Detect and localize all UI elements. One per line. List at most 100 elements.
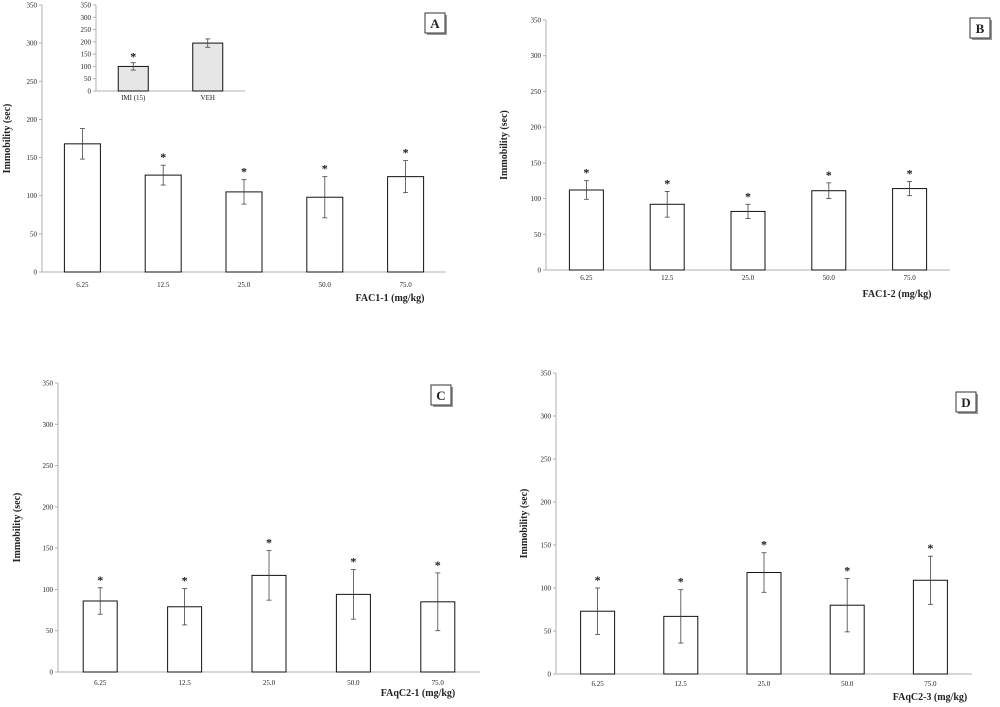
x-axis-label: FAC1-1 (mg/kg) [356, 293, 425, 304]
panel-c-significance-mark: * [97, 573, 103, 587]
panel-label: A [430, 16, 440, 31]
panel-c-ytick-label: 350 [43, 380, 54, 388]
panel-a-category-label: 6.25 [76, 281, 89, 289]
panel-d-ytick-label: 50 [544, 628, 552, 636]
y-axis-label: Immobility (sec) [519, 489, 530, 559]
panel-b-ytick-label: 150 [531, 159, 542, 167]
panel-b-bar [568, 189, 604, 271]
y-axis-label: Immobility (sec) [499, 110, 510, 180]
panel-a-bar [225, 191, 263, 273]
chart-panel-a: 0 50 100 150 200 250 300 350 6.25 * 12.5 * 25.0 * 50.0… [2, 2, 447, 304]
x-axis-label: FAC1-2 (mg/kg) [863, 289, 932, 300]
inset-ytick-label: 0 [88, 88, 92, 96]
y-axis-label: Immobility (sec) [12, 493, 23, 563]
panel-b-ytick-label: 0 [538, 267, 542, 275]
panel-d-ytick-label: 300 [541, 413, 552, 421]
panel-d-significance-mark: * [844, 564, 850, 578]
chart-panel-d: 0 50 100 150 200 250 300 350 * 6.25 * 12.5 * 25.0 * 50.… [519, 370, 978, 703]
panel-c-category-label: 6.25 [94, 679, 107, 687]
panel-b-bar [730, 210, 766, 271]
panel-b-ytick-label: 100 [531, 195, 542, 203]
panel-c-significance-mark: * [435, 558, 441, 572]
panel-b-category-label: 75.0 [903, 274, 916, 282]
inset-category-label: IMI (15) [121, 94, 146, 102]
inset-chart: 0 50 100 150 200 250 300 350 * IMI (15) VEH [81, 2, 245, 102]
panel-a-significance-mark: * [322, 162, 328, 176]
panel-b-significance-mark: * [664, 176, 670, 190]
panel-c-ytick-label: 300 [43, 421, 54, 429]
panel-b-category-label: 6.25 [580, 274, 593, 282]
panel-b-ytick-label: 250 [531, 88, 542, 96]
panel-b-bar [892, 188, 928, 271]
panel-d-bar [912, 579, 948, 675]
panel-d-ytick-label: 150 [541, 542, 552, 550]
panel-d-category-label: 12.5 [675, 680, 688, 688]
inset-ytick-label: 200 [81, 38, 92, 46]
panel-b-significance-mark: * [583, 166, 589, 180]
panel-b-ytick-label: 200 [531, 124, 542, 132]
panel-a-ytick-label: 100 [27, 192, 38, 200]
inset-ytick-label: 50 [84, 75, 92, 83]
panel-c-category-label: 25.0 [263, 679, 276, 687]
panel-d-category-label: 50.0 [841, 680, 854, 688]
y-axis-label: Immobility (sec) [2, 104, 13, 174]
panel-c-ytick-label: 50 [46, 627, 54, 635]
inset-significance-mark: * [130, 50, 136, 64]
panel-d-ytick-label: 250 [541, 456, 552, 464]
panel-c-ytick-label: 100 [43, 586, 54, 594]
panel-b-category-label: 12.5 [661, 274, 674, 282]
panel-c-ytick-label: 150 [43, 545, 54, 553]
inset-ytick-label: 300 [81, 14, 92, 22]
x-axis-label: FAqC2-1 (mg/kg) [381, 688, 456, 699]
panel-b-significance-mark: * [745, 189, 751, 203]
panel-label: C [436, 388, 445, 403]
panel-c-ytick-label: 200 [43, 503, 54, 511]
panel-a-category-label: 12.5 [157, 281, 170, 289]
panel-a-ytick-label: 300 [27, 40, 38, 48]
panel-c-significance-mark: * [266, 536, 272, 550]
panel-d-significance-mark: * [761, 538, 767, 552]
panel-label-box [955, 391, 977, 413]
panel-a-ytick-label: 250 [27, 78, 38, 86]
panel-label-box [430, 384, 452, 406]
panel-b-significance-mark: * [826, 168, 832, 182]
panel-a-bar [63, 143, 101, 273]
panel-b-significance-mark: * [907, 166, 913, 180]
panel-b-category-label: 25.0 [742, 274, 755, 282]
inset-ytick-label: 150 [81, 51, 92, 59]
panel-a-ytick-label: 200 [27, 116, 38, 124]
inset-ytick-label: 350 [81, 2, 92, 10]
panel-c-ytick-label: 250 [43, 462, 54, 470]
panel-d-category-label: 6.25 [591, 680, 604, 688]
panel-b-category-label: 50.0 [823, 274, 836, 282]
panel-b-ytick-label: 50 [534, 231, 542, 239]
panel-a-significance-mark: * [160, 150, 166, 164]
panel-b-ytick-label: 350 [531, 17, 542, 25]
panel-d-category-label: 25.0 [758, 680, 771, 688]
panel-label: D [961, 395, 970, 410]
panel-a-ytick-label: 50 [30, 230, 38, 238]
panel-label: B [976, 21, 985, 36]
panel-d-significance-mark: * [927, 541, 933, 555]
panel-label-box [424, 12, 446, 34]
panel-label-box [969, 17, 991, 39]
inset-ytick-label: 250 [81, 26, 92, 34]
panel-b-ytick-label: 300 [531, 52, 542, 60]
panel-a-ytick-label: 0 [34, 269, 38, 277]
panel-c-ytick-label: 0 [50, 669, 54, 677]
panel-c-significance-mark: * [182, 574, 188, 588]
panel-a-ytick-label: 350 [27, 2, 38, 10]
inset-bar [117, 65, 149, 92]
chart-panel-c: 0 50 100 150 200 250 300 350 * 6.25 * 12.5 * 25.0 * 50.… [12, 380, 480, 699]
panel-d-category-label: 75.0 [924, 680, 937, 688]
panel-a-significance-mark: * [241, 165, 247, 179]
panel-c-category-label: 12.5 [178, 679, 191, 687]
panel-d-ytick-label: 100 [541, 585, 552, 593]
panel-c-category-label: 75.0 [432, 679, 445, 687]
chart-panel-b: 0 50 100 150 200 250 300 350 * 6.25 * 12.5 * 25.0 * 50.… [499, 17, 992, 300]
panel-d-ytick-label: 350 [541, 370, 552, 378]
panel-a-significance-mark: * [403, 146, 409, 160]
panel-c-significance-mark: * [350, 555, 356, 569]
x-axis-label: FAqC2-3 (mg/kg) [893, 692, 968, 703]
